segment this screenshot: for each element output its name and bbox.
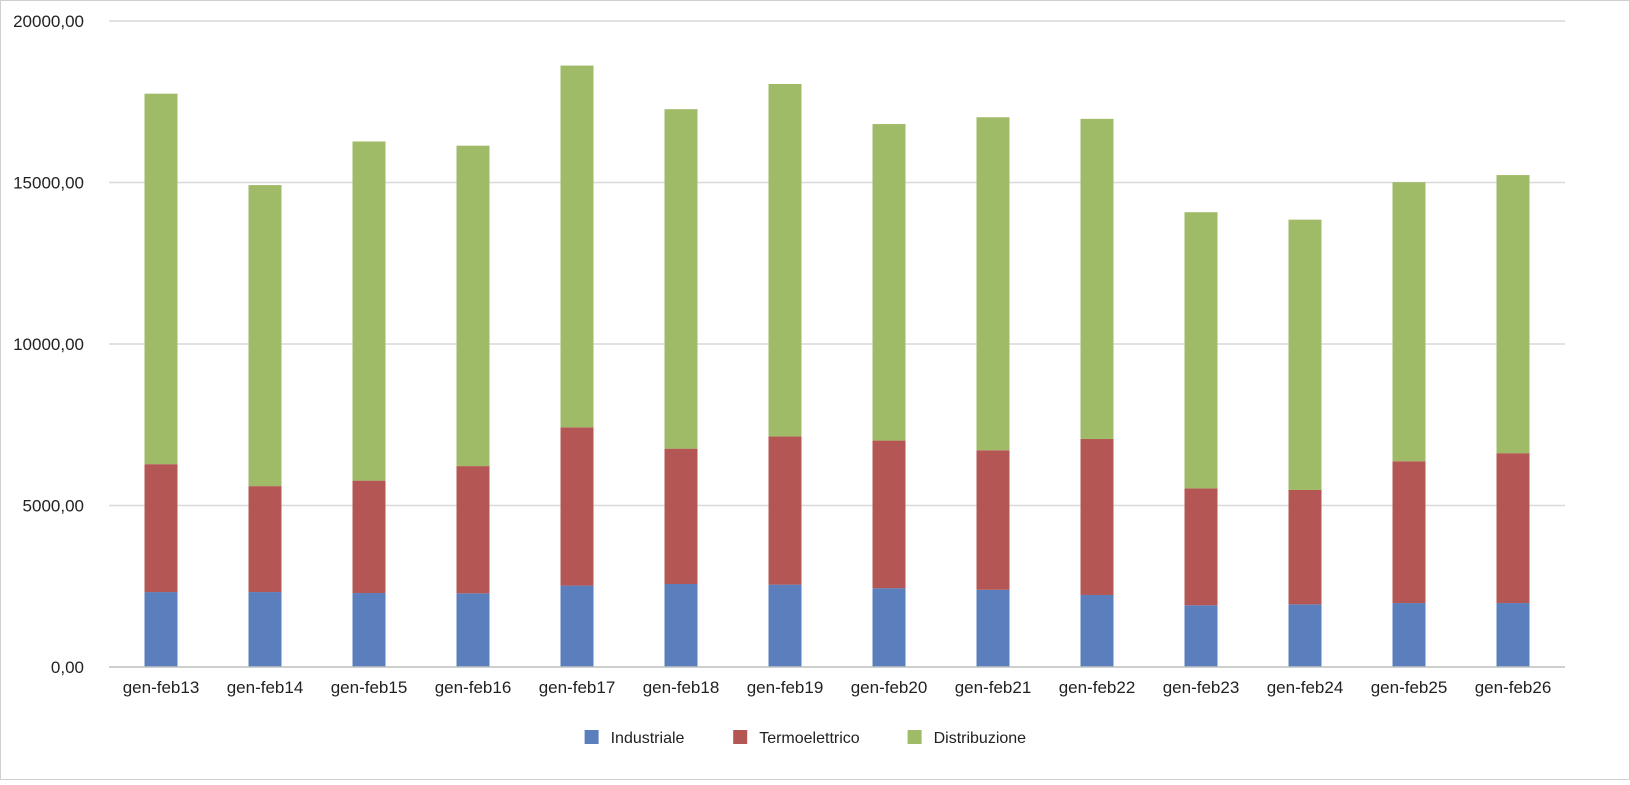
y-tick-label: 20000,00	[13, 12, 84, 31]
bars	[144, 65, 1530, 667]
y-tick-label: 0,00	[51, 658, 84, 677]
x-tick-label: gen-feb14	[227, 678, 304, 697]
bar-segment-industriale-gen-feb19	[768, 584, 802, 667]
y-tick-label: 15000,00	[13, 174, 84, 193]
bar-segment-termoelettrico-gen-feb25	[1392, 461, 1426, 604]
bar-segment-distribuzione-gen-feb20	[872, 124, 906, 441]
bar-segment-distribuzione-gen-feb19	[768, 83, 802, 437]
legend: Industriale Termoelettrico Distribuzione	[584, 730, 1027, 747]
x-tick-label: gen-feb15	[331, 678, 408, 697]
x-axis-tick-labels: gen-feb13 gen-feb14 gen-feb15 gen-feb16 gen-…	[123, 678, 1552, 697]
bar-segment-termoelettrico-gen-feb24	[1288, 490, 1322, 605]
bar-segment-industriale-gen-feb17	[560, 585, 594, 667]
bar-segment-industriale-gen-feb23	[1184, 605, 1218, 667]
bar-segment-distribuzione-gen-feb23	[1184, 212, 1218, 489]
x-tick-label: gen-feb13	[123, 678, 200, 697]
legend-label-distribuzione: Distribuzione	[934, 730, 1027, 747]
legend-label-industriale: Industriale	[611, 730, 685, 747]
bar-segment-termoelettrico-gen-feb18	[664, 448, 698, 584]
bar-segment-termoelettrico-gen-feb22	[1080, 438, 1114, 595]
bar-segment-distribuzione-gen-feb17	[560, 65, 594, 428]
y-tick-label: 5000,00	[23, 497, 84, 516]
bar-segment-industriale-gen-feb15	[352, 593, 386, 667]
bar-segment-distribuzione-gen-feb16	[456, 145, 490, 467]
bar-segment-distribuzione-gen-feb25	[1392, 182, 1426, 462]
bar-segment-termoelettrico-gen-feb14	[248, 486, 282, 593]
legend-label-termoelettrico: Termoelettrico	[759, 730, 860, 747]
x-tick-label: gen-feb25	[1371, 678, 1448, 697]
x-tick-label: gen-feb21	[955, 678, 1032, 697]
bar-segment-distribuzione-gen-feb14	[248, 185, 282, 487]
bar-segment-distribuzione-gen-feb26	[1496, 175, 1530, 454]
bar-segment-termoelettrico-gen-feb15	[352, 480, 386, 594]
bar-segment-industriale-gen-feb13	[144, 592, 178, 667]
bar-segment-termoelettrico-gen-feb26	[1496, 453, 1530, 604]
bar-segment-industriale-gen-feb25	[1392, 603, 1426, 667]
bar-segment-industriale-gen-feb18	[664, 583, 698, 667]
bar-segment-distribuzione-gen-feb15	[352, 141, 386, 481]
bar-segment-distribuzione-gen-feb24	[1288, 219, 1322, 490]
bar-segment-termoelettrico-gen-feb20	[872, 440, 906, 589]
legend-swatch-termoelettrico	[733, 730, 748, 744]
bar-segment-industriale-gen-feb14	[248, 592, 282, 667]
gridlines	[109, 20, 1565, 507]
bar-segment-distribuzione-gen-feb13	[144, 93, 178, 465]
bar-segment-industriale-gen-feb20	[872, 588, 906, 667]
x-tick-label: gen-feb22	[1059, 678, 1136, 697]
bar-segment-termoelettrico-gen-feb13	[144, 464, 178, 593]
x-tick-label: gen-feb19	[747, 678, 824, 697]
bar-segment-distribuzione-gen-feb22	[1080, 118, 1114, 439]
legend-swatch-industriale	[584, 730, 599, 744]
x-tick-label: gen-feb18	[643, 678, 720, 697]
x-tick-label: gen-feb23	[1163, 678, 1240, 697]
x-tick-label: gen-feb24	[1267, 678, 1344, 697]
bar-segment-termoelettrico-gen-feb23	[1184, 488, 1218, 606]
bar-segment-termoelettrico-gen-feb19	[768, 436, 802, 585]
bar-segment-industriale-gen-feb21	[976, 589, 1010, 667]
bar-segment-industriale-gen-feb26	[1496, 603, 1530, 667]
x-tick-label: gen-feb26	[1475, 678, 1552, 697]
bar-segment-industriale-gen-feb22	[1080, 594, 1114, 667]
bar-segment-distribuzione-gen-feb18	[664, 109, 698, 449]
bar-segment-termoelettrico-gen-feb21	[976, 450, 1010, 590]
bar-segment-industriale-gen-feb16	[456, 593, 490, 667]
bar-segment-termoelettrico-gen-feb17	[560, 427, 594, 586]
legend-swatch-distribuzione	[907, 730, 922, 744]
x-tick-label: gen-feb17	[539, 678, 616, 697]
x-tick-label: gen-feb16	[435, 678, 512, 697]
bar-segment-industriale-gen-feb24	[1288, 604, 1322, 667]
x-tick-label: gen-feb20	[851, 678, 928, 697]
bar-segment-termoelettrico-gen-feb16	[456, 466, 490, 594]
y-tick-label: 10000,00	[13, 335, 84, 354]
y-axis-tick-labels: 0,00 5000,00 10000,00 15000,00 20000,00	[13, 12, 84, 677]
bar-segment-distribuzione-gen-feb21	[976, 117, 1010, 451]
